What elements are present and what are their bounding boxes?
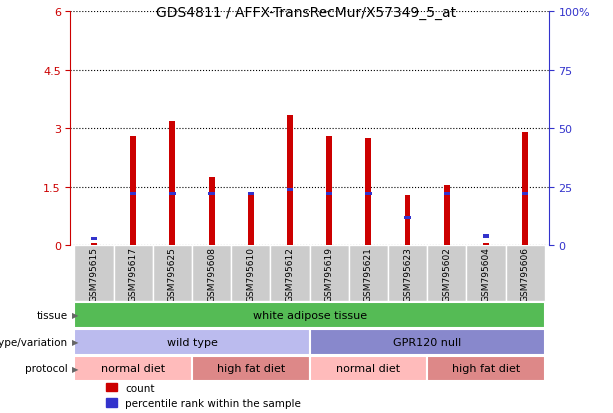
FancyBboxPatch shape xyxy=(153,246,192,301)
Text: GSM795612: GSM795612 xyxy=(286,246,294,301)
Bar xyxy=(522,133,528,246)
Text: ▶: ▶ xyxy=(72,311,78,319)
FancyBboxPatch shape xyxy=(74,356,192,382)
Text: GSM795619: GSM795619 xyxy=(325,246,333,301)
Bar xyxy=(326,137,332,246)
Bar xyxy=(169,121,175,246)
Text: normal diet: normal diet xyxy=(337,363,400,374)
Bar xyxy=(405,216,411,219)
Text: GSM795610: GSM795610 xyxy=(246,246,255,301)
Text: genotype/variation: genotype/variation xyxy=(0,337,67,347)
FancyBboxPatch shape xyxy=(231,246,270,301)
Bar xyxy=(169,193,176,196)
Bar xyxy=(522,193,528,196)
Text: GSM795608: GSM795608 xyxy=(207,246,216,301)
FancyBboxPatch shape xyxy=(506,246,545,301)
Text: ▶: ▶ xyxy=(72,337,78,346)
Text: GDS4811 / AFFX-TransRecMur/X57349_5_at: GDS4811 / AFFX-TransRecMur/X57349_5_at xyxy=(156,6,457,20)
FancyBboxPatch shape xyxy=(310,356,427,382)
Text: GSM795625: GSM795625 xyxy=(168,246,177,301)
Bar xyxy=(326,193,332,196)
Text: ▶: ▶ xyxy=(72,364,78,373)
Text: GSM795604: GSM795604 xyxy=(481,246,490,301)
Bar xyxy=(248,195,254,246)
Bar xyxy=(130,193,137,196)
FancyBboxPatch shape xyxy=(192,246,231,301)
Bar xyxy=(365,193,371,196)
Text: GSM795617: GSM795617 xyxy=(129,246,138,301)
FancyBboxPatch shape xyxy=(74,246,113,301)
Bar xyxy=(443,193,450,196)
Text: GSM795615: GSM795615 xyxy=(89,246,99,301)
FancyBboxPatch shape xyxy=(270,246,310,301)
FancyBboxPatch shape xyxy=(310,246,349,301)
Bar xyxy=(287,188,293,191)
Text: white adipose tissue: white adipose tissue xyxy=(253,310,367,320)
Bar xyxy=(91,243,97,246)
Bar xyxy=(208,178,215,246)
FancyBboxPatch shape xyxy=(192,356,310,382)
Text: high fat diet: high fat diet xyxy=(216,363,285,374)
Bar xyxy=(91,237,97,240)
Text: wild type: wild type xyxy=(167,337,218,347)
Text: GSM795621: GSM795621 xyxy=(364,246,373,301)
FancyBboxPatch shape xyxy=(113,246,153,301)
FancyBboxPatch shape xyxy=(427,356,545,382)
Bar xyxy=(287,116,293,246)
Bar xyxy=(405,195,411,246)
FancyBboxPatch shape xyxy=(310,329,545,355)
Bar xyxy=(365,139,371,246)
Bar xyxy=(208,193,215,196)
FancyBboxPatch shape xyxy=(466,246,506,301)
Text: GSM795602: GSM795602 xyxy=(442,246,451,301)
Bar xyxy=(483,243,489,246)
Text: high fat diet: high fat diet xyxy=(452,363,520,374)
Bar xyxy=(248,193,254,196)
FancyBboxPatch shape xyxy=(427,246,466,301)
Text: normal diet: normal diet xyxy=(101,363,166,374)
FancyBboxPatch shape xyxy=(388,246,427,301)
FancyBboxPatch shape xyxy=(74,302,545,328)
FancyBboxPatch shape xyxy=(349,246,388,301)
Text: GSM795623: GSM795623 xyxy=(403,246,412,301)
Text: GPR120 null: GPR120 null xyxy=(393,337,461,347)
Text: protocol: protocol xyxy=(25,363,67,374)
Text: GSM795606: GSM795606 xyxy=(520,246,530,301)
Text: tissue: tissue xyxy=(36,310,67,320)
Bar xyxy=(482,235,489,238)
Bar xyxy=(131,137,136,246)
Legend: count, percentile rank within the sample: count, percentile rank within the sample xyxy=(106,383,301,408)
FancyBboxPatch shape xyxy=(74,329,310,355)
Bar xyxy=(444,185,450,246)
